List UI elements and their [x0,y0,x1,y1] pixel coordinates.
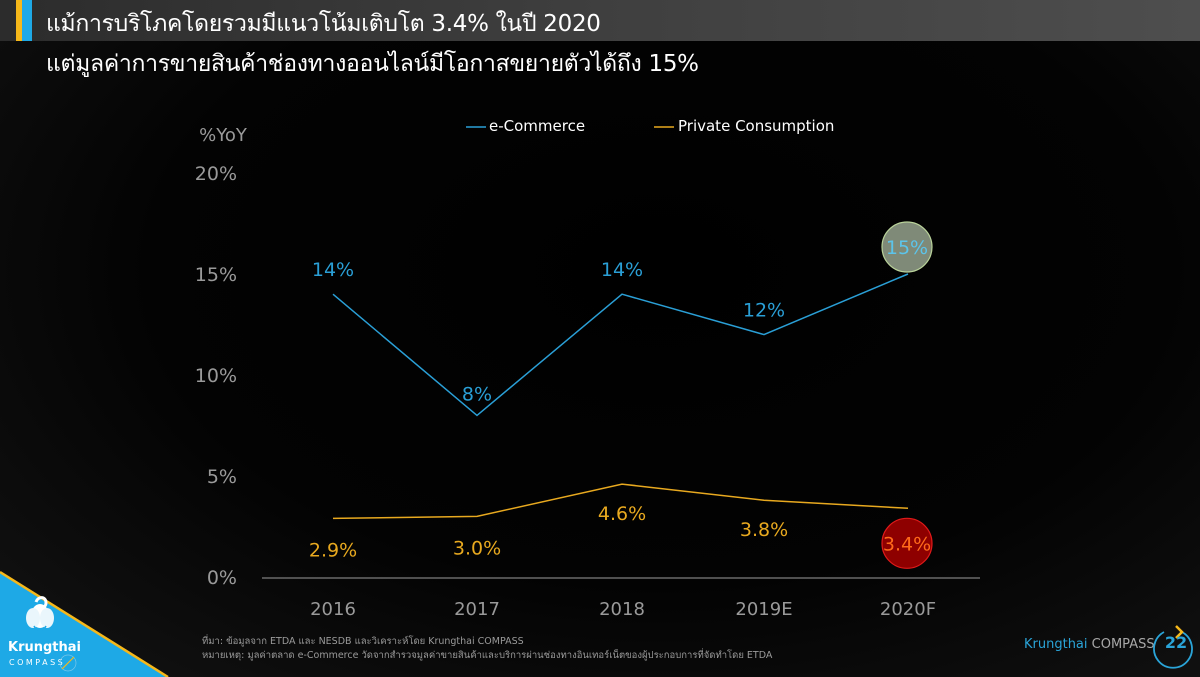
x-axis-ticks: 2016 2017 2018 2019E 2020F [310,599,936,620]
footer-brand-compass: COMPASS [1091,637,1155,652]
data-label-ecommerce: 12% [743,300,785,322]
page-ring-arc [1153,631,1193,669]
data-label-ecommerce: 8% [462,383,492,405]
x-tick-label: 2020F [880,599,936,620]
logo-corner-border [0,570,169,677]
remark-note: หมายเหตุ: มูลค่าตลาด e-Commerce วัดจากสำ… [202,650,773,661]
y-tick-label: 0% [207,567,237,589]
x-tick-label: 2017 [454,599,500,620]
source-note: ที่มา: ข้อมูลจาก ETDA และ NESDB และวิเคร… [202,636,524,647]
page-number-ring [1153,625,1193,669]
compass-icon [59,654,77,672]
page-arrow-icon [1175,625,1184,639]
data-label-ecommerce: 14% [601,259,643,281]
y-tick-label: 20% [195,163,237,185]
series-line-ecommerce [332,273,909,417]
page-number: 22 [1164,633,1188,652]
logo-corner: Krungthai COMPASS [0,570,169,677]
series-layer: 14% 8% 14% 12% 15% 2.9% 3.0% 4.6% 3.8% 3.4% [309,221,933,569]
x-tick-label: 2016 [310,599,356,620]
data-label-ecommerce: 15% [886,237,928,259]
data-label-private-consumption: 4.6% [598,503,646,525]
page-title-line-2: แต่มูลค่าการขายสินค้าช่องทางออนไลน์มีโอก… [46,51,699,77]
krungthai-bird-logo-icon [26,596,54,632]
header-accent-blue [22,0,32,41]
y-tick-label: 5% [207,466,237,488]
legend-label-ecommerce: e-Commerce [489,117,585,135]
y-tick-label: 10% [195,365,237,387]
x-tick-label: 2019E [735,599,792,620]
data-label-private-consumption: 3.8% [740,519,788,541]
data-label-private-consumption: 3.4% [883,533,931,555]
footer-brand-krungthai: Krungthai [1024,637,1088,652]
x-tick-label: 2018 [599,599,645,620]
highlight-circle-private-consumption [881,517,933,569]
legend: e-Commerce Private Consumption [466,117,834,135]
footer-brand: Krungthai COMPASS [1024,637,1155,652]
highlight-circle-ecommerce [881,221,933,273]
series-line-private-consumption [332,483,909,520]
header-band [0,0,1200,41]
data-label-private-consumption: 3.0% [453,537,501,559]
y-axis-label: %YoY [199,125,248,146]
data-label-ecommerce: 14% [312,259,354,281]
page-title-line-1: แม้การบริโภคโดยรวมมีแนวโน้มเติบโต 3.4% ใ… [46,11,601,37]
header-accent-yellow [16,0,22,41]
legend-label-private-consumption: Private Consumption [678,117,834,135]
y-tick-label: 15% [195,264,237,286]
logo-name-line-2: COMPASS [9,658,65,667]
logo-name-line-1: Krungthai [8,640,81,655]
y-axis: %YoY 0% 5% 10% 15% 20% [195,125,248,589]
data-label-private-consumption: 2.9% [309,539,357,561]
